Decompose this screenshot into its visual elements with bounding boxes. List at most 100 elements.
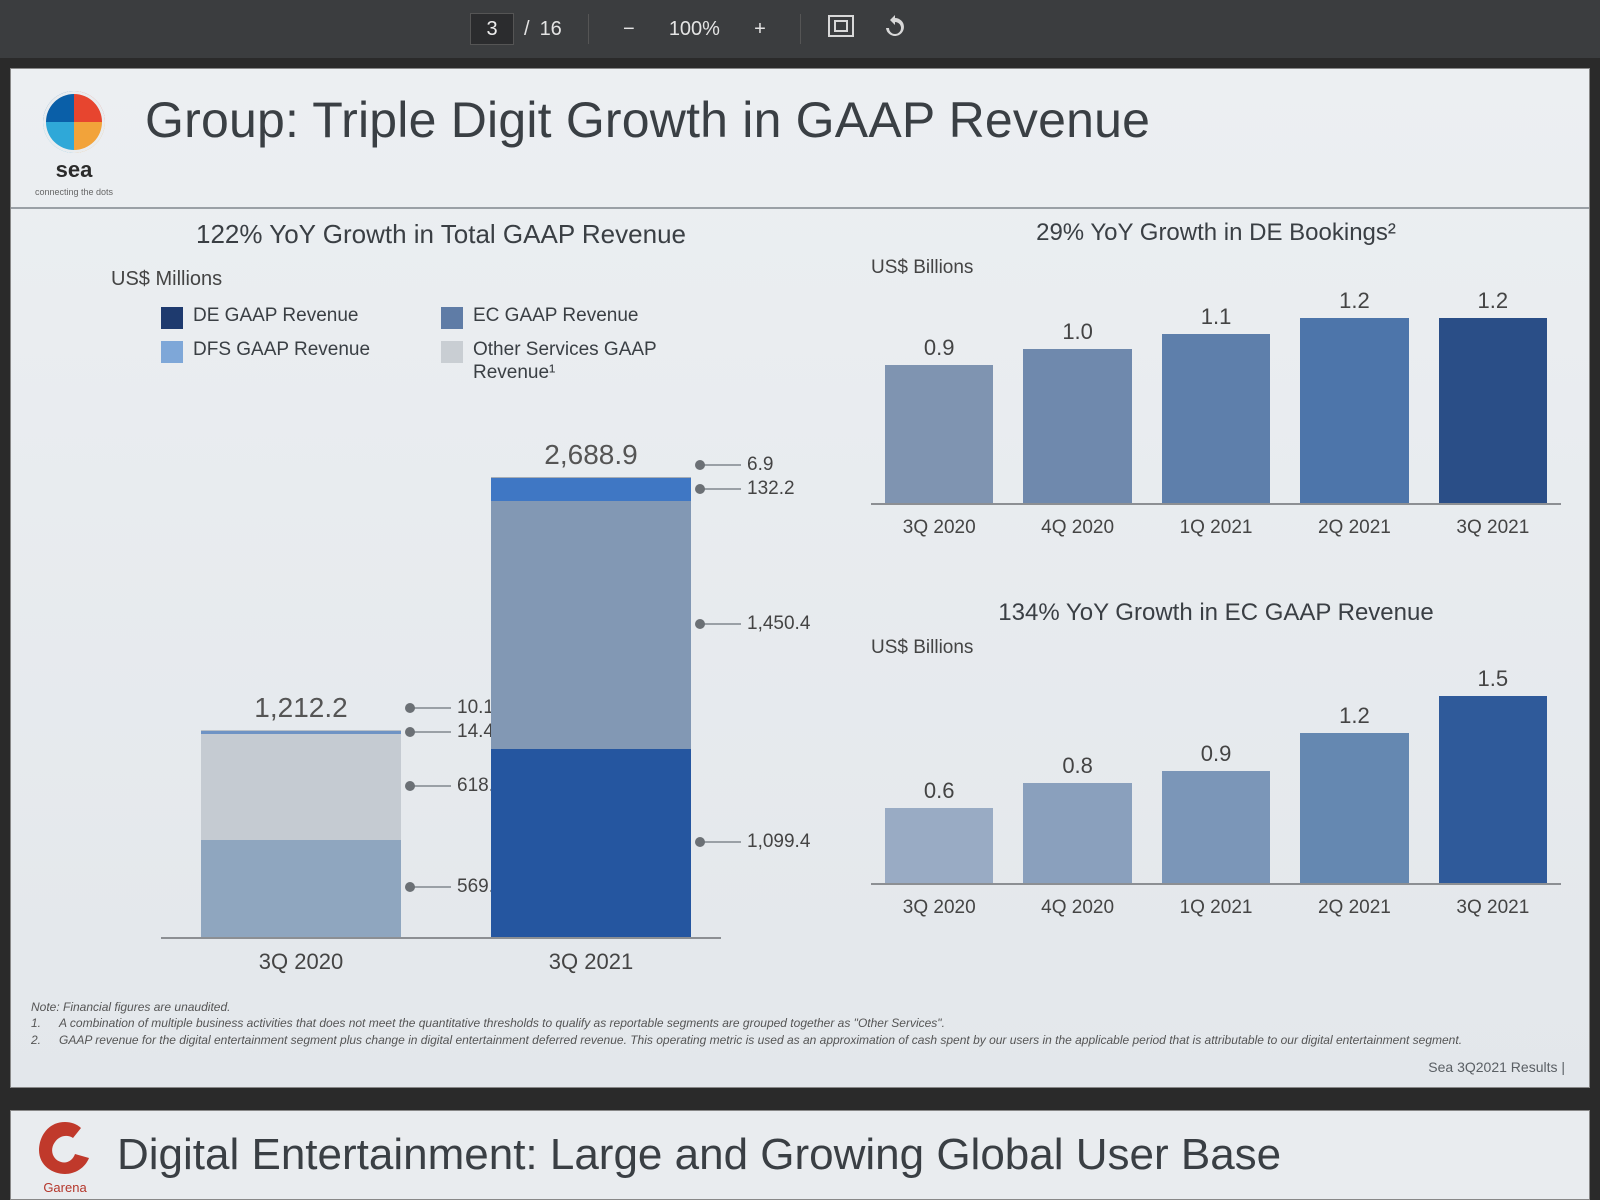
bar-value-label: 0.6 [885,778,993,804]
stack-segment [201,734,401,840]
right-charts: 29% YoY Growth in DE Bookings² US$ Billi… [871,219,1561,999]
bar: 1.22Q 2021 [1300,318,1408,503]
toolbar-divider [588,14,589,44]
ec-chart-unit: US$ Billions [871,637,1561,659]
legend-label: DE GAAP Revenue [193,305,358,328]
sea-logo: sea connecting the dots [29,91,119,197]
footnotes: Note: Financial figures are unaudited. 1… [31,999,1569,1049]
bar: 1.04Q 2020 [1023,349,1131,503]
stack-x-label: 3Q 2020 [201,949,401,975]
bar: 0.93Q 2020 [885,365,993,503]
fit-page-icon[interactable] [827,15,855,43]
pdf-toolbar: / 16 − 100% + [0,0,1600,58]
stack-segment [491,749,691,937]
legend-item: DE GAAP Revenue [161,305,441,329]
bar-x-label: 3Q 2020 [885,897,993,919]
left-chart: 122% YoY Growth in Total GAAP Revenue US… [71,219,811,999]
bar: 0.63Q 2020 [885,808,993,883]
sea-logo-icon [43,91,105,153]
bar-x-label: 3Q 2021 [1439,517,1547,539]
bar-x-label: 2Q 2021 [1300,517,1408,539]
bar: 0.91Q 2021 [1162,771,1270,884]
legend-item: DFS GAAP Revenue [161,339,441,385]
ec-chart-title: 134% YoY Growth in EC GAAP Revenue [871,599,1561,627]
stack-total-label: 2,688.9 [491,439,691,471]
bar: 1.53Q 2021 [1439,696,1547,884]
stack-segment [491,501,691,749]
de-chart-title: 29% YoY Growth in DE Bookings² [871,219,1561,247]
footnote-note: Note: Financial figures are unaudited. [31,999,1569,1016]
bar-value-label: 0.9 [885,335,993,361]
segment-callout: 132.2 [747,478,795,500]
legend-label: Other Services GAAP Revenue¹ [473,339,733,385]
stacked-bar-plot: 1,212.23Q 2020569.0618.714.410.12,688.93… [161,479,721,939]
next-slide-title: Digital Entertainment: Large and Growing… [117,1130,1281,1180]
slide: sea connecting the dots Group: Triple Di… [10,68,1590,1088]
ec-revenue-chart: 134% YoY Growth in EC GAAP Revenue US$ B… [871,599,1561,949]
legend: DE GAAP Revenue EC GAAP Revenue DFS GAAP R… [161,305,811,385]
bar-x-label: 3Q 2020 [885,517,993,539]
bar: 0.84Q 2020 [1023,783,1131,883]
page-sep: / [524,18,530,41]
segment-callout: 10.1 [457,697,494,719]
slide-title: Group: Triple Digit Growth in GAAP Reven… [119,91,1150,149]
stacked-bar: 1,212.23Q 2020 [201,730,401,937]
bar-value-label: 1.2 [1300,288,1408,314]
bar-value-label: 1.1 [1162,304,1270,330]
page-number-input[interactable] [470,13,514,45]
bar-x-label: 2Q 2021 [1300,897,1408,919]
legend-item: EC GAAP Revenue [441,305,761,329]
slide-footer: Sea 3Q2021 Results | [1428,1059,1565,1075]
segment-callout: 1,099.4 [747,831,810,853]
next-slide-peek: Garena Digital Entertainment: Large and … [10,1110,1590,1200]
rotate-icon[interactable] [881,14,909,44]
segment-callout: 6.9 [747,454,773,476]
garena-logo-text: Garena [33,1180,97,1195]
page-indicator: / 16 [470,13,562,45]
zoom-in-button[interactable]: + [746,18,774,41]
legend-swatch [161,307,183,329]
bar-value-label: 1.2 [1300,703,1408,729]
left-chart-title: 122% YoY Growth in Total GAAP Revenue [71,219,811,250]
toolbar-divider [800,14,801,44]
legend-swatch [441,307,463,329]
zoom-level: 100% [669,18,720,41]
legend-swatch [161,341,183,363]
bar-value-label: 1.5 [1439,666,1547,692]
stack-segment [201,840,401,937]
stack-total-label: 1,212.2 [201,692,401,724]
sea-logo-text: sea [56,157,93,183]
legend-item: Other Services GAAP Revenue¹ [441,339,761,385]
zoom-out-button[interactable]: − [615,18,643,41]
legend-label: EC GAAP Revenue [473,305,638,328]
left-chart-unit: US$ Millions [111,268,811,291]
bar-x-label: 1Q 2021 [1162,517,1270,539]
stack-segment [491,478,691,501]
segment-callout: 1,450.4 [747,613,810,635]
footnote-2: GAAP revenue for the digital entertainme… [59,1032,1462,1049]
bar: 1.22Q 2021 [1300,733,1408,883]
bar-value-label: 0.9 [1162,741,1270,767]
bar-x-label: 1Q 2021 [1162,897,1270,919]
de-bookings-chart: 29% YoY Growth in DE Bookings² US$ Billi… [871,219,1561,569]
legend-swatch [441,341,463,363]
de-chart-unit: US$ Billions [871,257,1561,279]
de-bars: 0.93Q 2020 1.04Q 2020 1.11Q 2021 1.22Q 2021… [871,285,1561,505]
legend-label: DFS GAAP Revenue [193,339,370,362]
bar-value-label: 0.8 [1023,753,1131,779]
page-total: 16 [540,18,562,41]
slide-header: sea connecting the dots Group: Triple Di… [11,69,1589,209]
sea-logo-tagline: connecting the dots [35,187,113,197]
bar: 1.11Q 2021 [1162,334,1270,503]
bar: 1.23Q 2021 [1439,318,1547,503]
stacked-bar: 2,688.93Q 2021 [491,477,691,937]
bar-x-label: 4Q 2020 [1023,517,1131,539]
bar-x-label: 3Q 2021 [1439,897,1547,919]
stack-x-label: 3Q 2021 [491,949,691,975]
bar-x-label: 4Q 2020 [1023,897,1131,919]
garena-logo-icon [33,1116,97,1180]
bar-value-label: 1.2 [1439,288,1547,314]
ec-bars: 0.63Q 2020 0.84Q 2020 0.91Q 2021 1.22Q 2021… [871,665,1561,885]
footnote-1: A combination of multiple business activ… [59,1015,945,1032]
bar-value-label: 1.0 [1023,319,1131,345]
